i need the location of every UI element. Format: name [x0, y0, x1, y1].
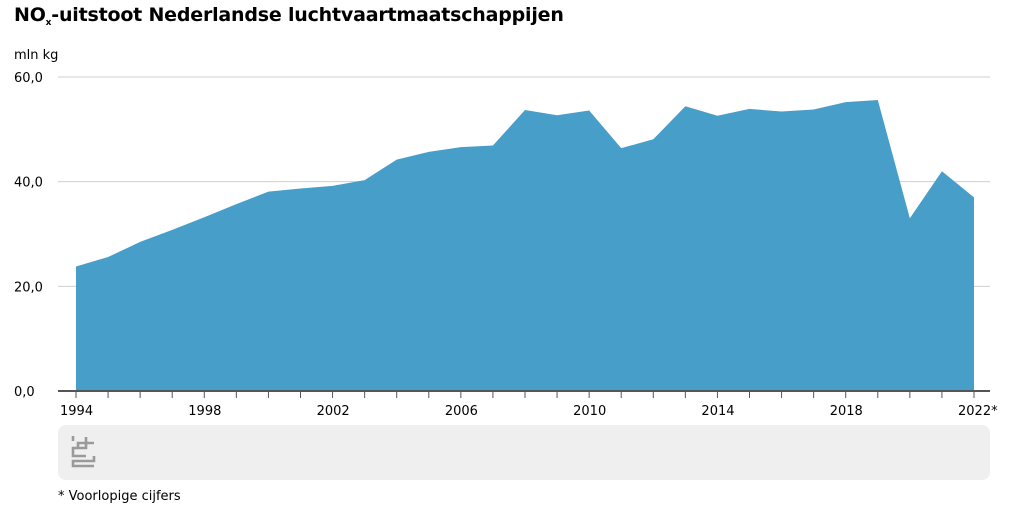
- x-tick-label: 2006: [445, 404, 478, 419]
- y-tick-labels: 0,0 20,0 40,0 60,0: [14, 71, 43, 400]
- title-main: NO: [14, 4, 46, 26]
- y-axis-label: mln kg: [14, 48, 58, 63]
- footer-band: [58, 425, 990, 480]
- cbs-logo: [71, 436, 96, 468]
- area-series: [76, 100, 974, 391]
- x-tick-label: 2022*: [958, 404, 998, 419]
- x-tick-label: 1994: [60, 404, 93, 419]
- chart-title: NOx-uitstoot Nederlandse luchtvaartmaats…: [14, 4, 564, 28]
- y-tick-label: 0,0: [14, 385, 35, 400]
- footnote: * Voorlopige cijfers: [58, 489, 181, 504]
- title-rest: -uitstoot Nederlandse luchtvaartmaatscha…: [51, 4, 564, 26]
- x-tick-label: 2018: [830, 404, 863, 419]
- y-tick-label: 20,0: [14, 280, 43, 295]
- x-tick-label: 2002: [317, 404, 350, 419]
- x-axis: 1994 1998 2002 2006 2010 2014 2018 2022*: [58, 390, 998, 419]
- x-tick-label: 1998: [188, 404, 221, 419]
- x-tick-label: 2014: [701, 404, 734, 419]
- y-tick-label: 40,0: [14, 176, 43, 191]
- title-subscript: x: [45, 18, 52, 28]
- y-tick-label: 60,0: [14, 71, 43, 86]
- x-tick-label: 2010: [573, 404, 606, 419]
